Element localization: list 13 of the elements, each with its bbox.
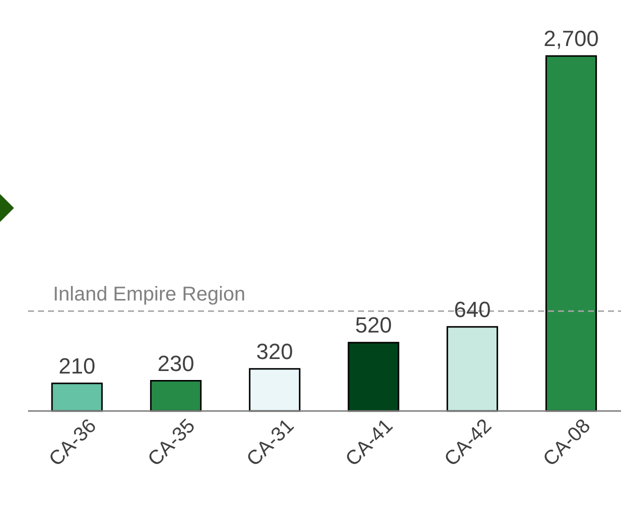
data-label: 640 <box>454 296 491 322</box>
bar <box>51 382 103 412</box>
ref-line-label: Inland Empire Region <box>53 283 246 306</box>
data-label: 520 <box>355 312 392 338</box>
data-label: 320 <box>256 338 294 364</box>
bar <box>150 380 202 412</box>
data-label: 2,700 <box>544 26 599 51</box>
bar <box>545 55 597 412</box>
bar <box>446 326 498 412</box>
data-label: 210 <box>58 353 96 378</box>
bar <box>248 368 300 412</box>
bar <box>348 342 400 412</box>
data-label: 230 <box>157 350 194 376</box>
